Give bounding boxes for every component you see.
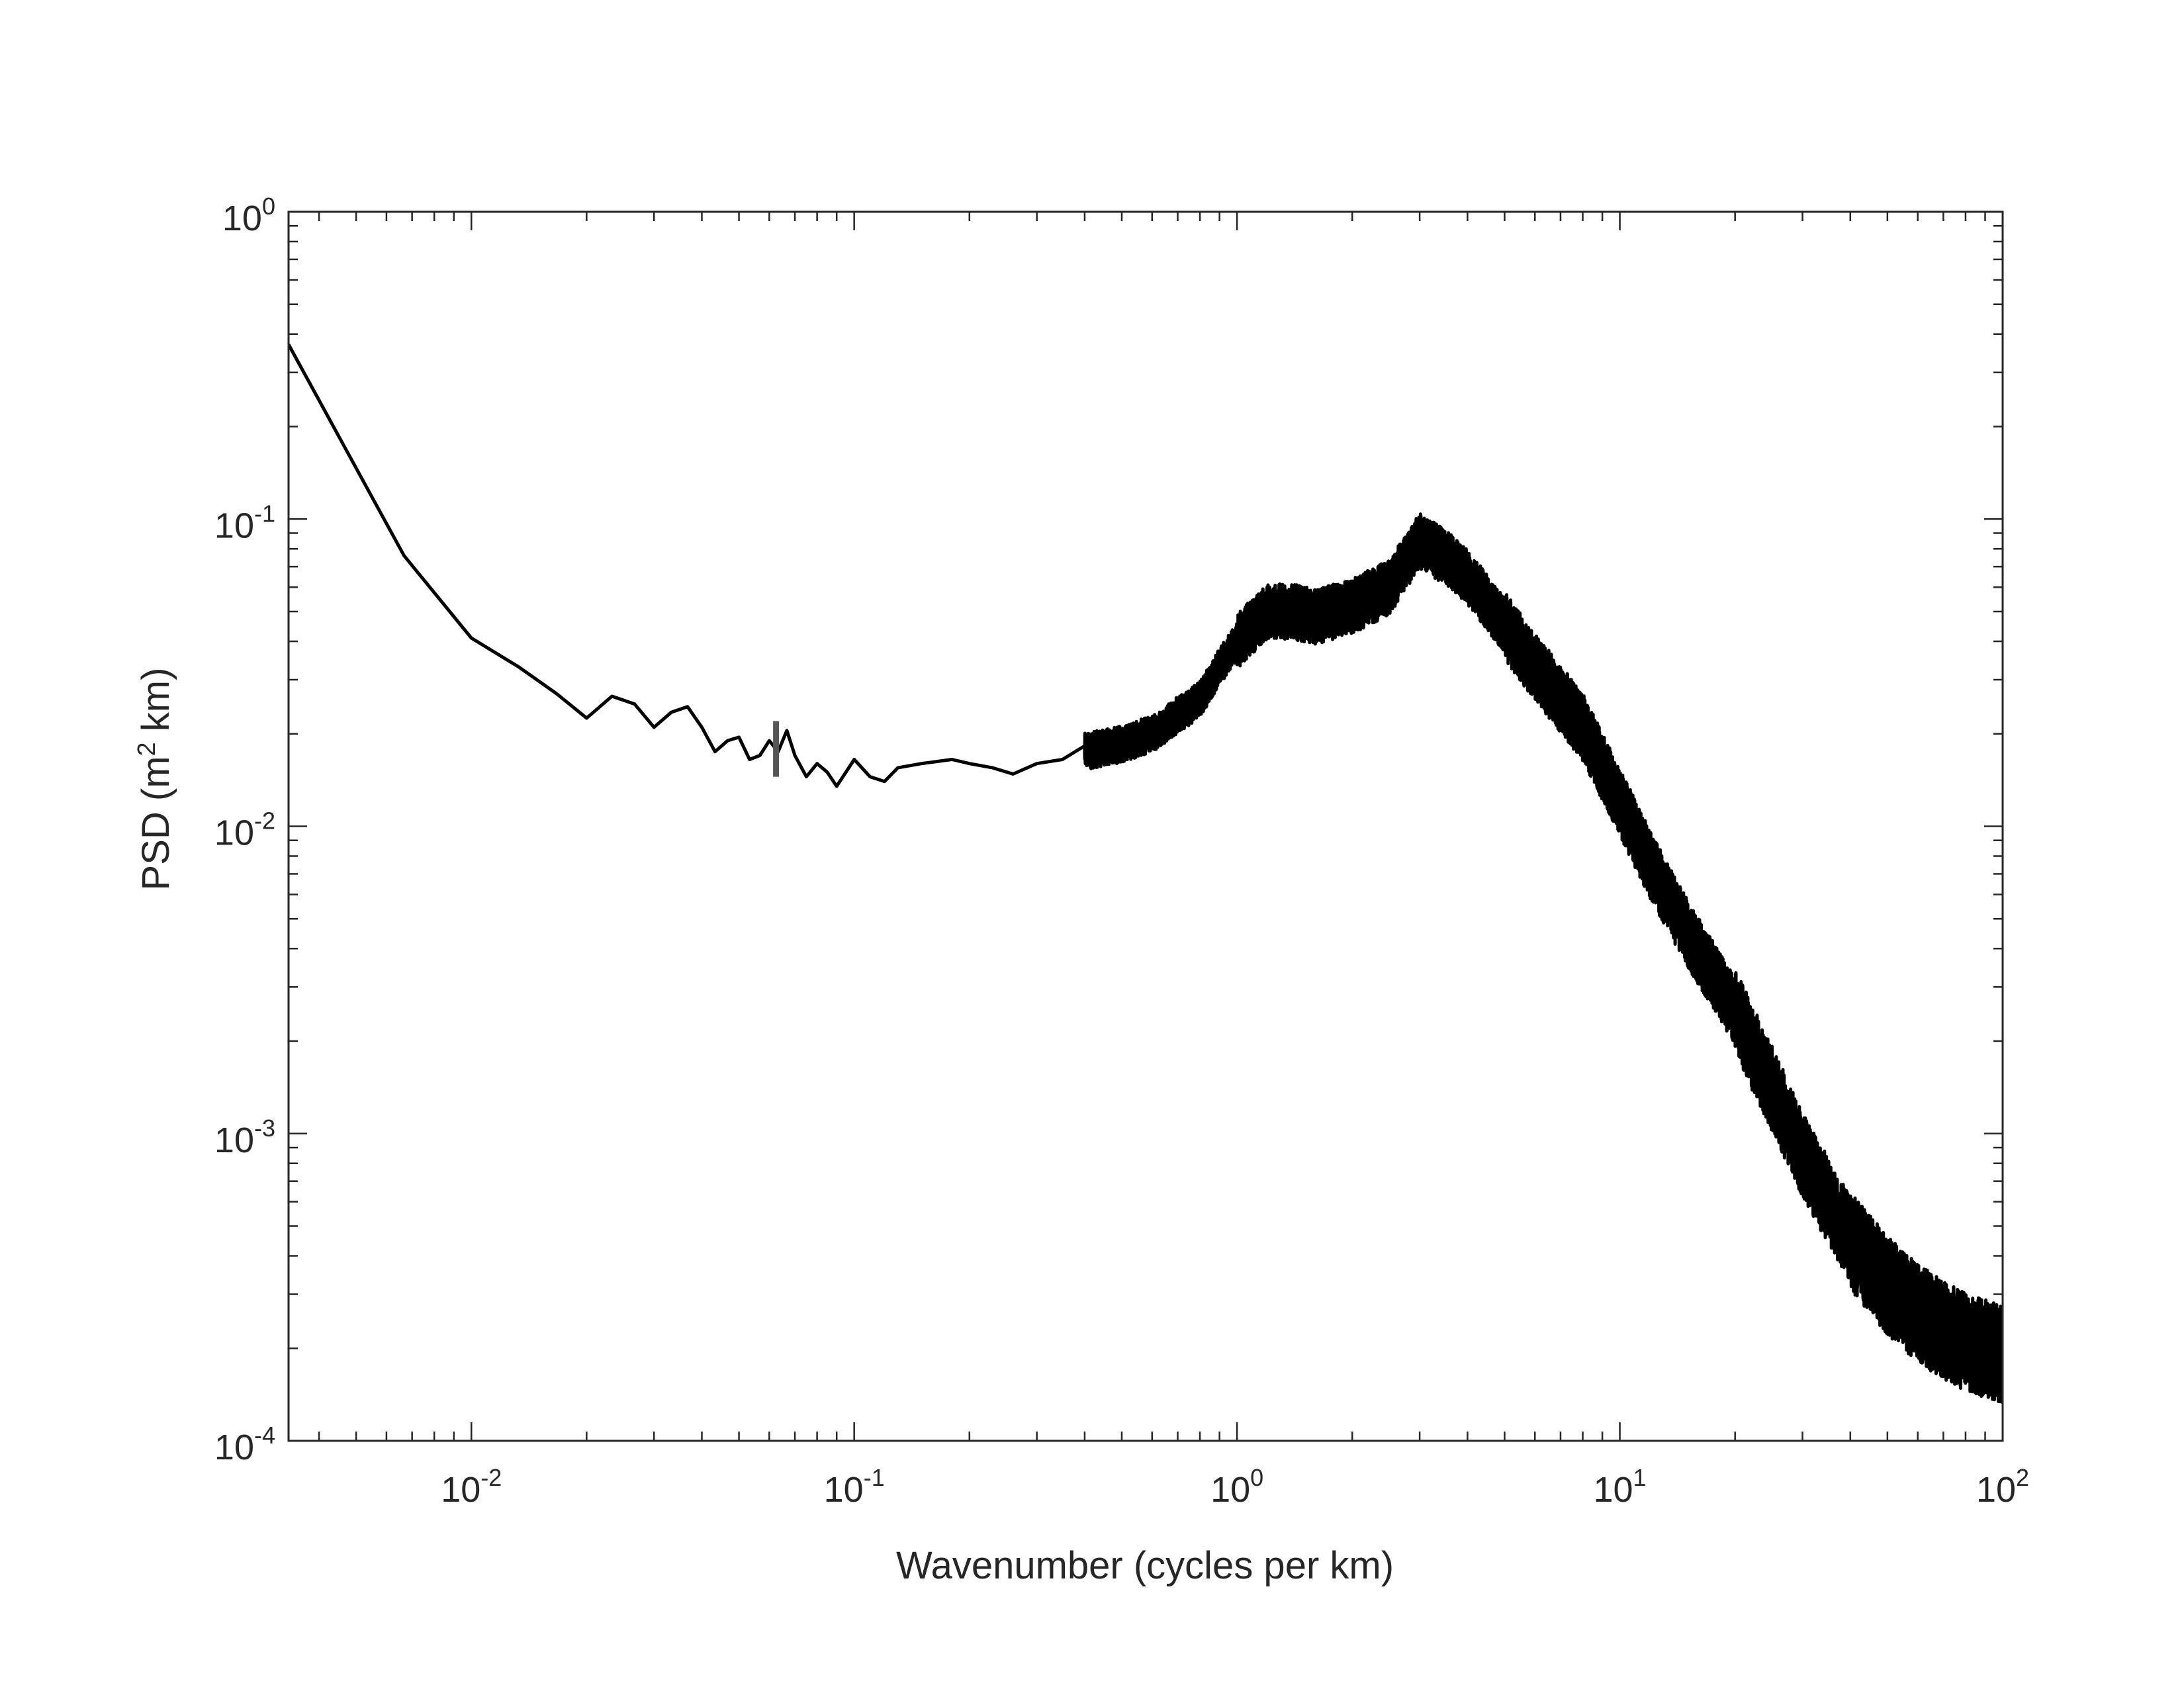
psd-series-line: [289, 343, 2003, 1404]
x-tick-label: 100: [1210, 1464, 1263, 1510]
y-axis-label-sup: 2: [133, 742, 161, 756]
y-axis-label-suffix: km): [134, 668, 177, 743]
y-tick-label: 10-3: [214, 1115, 275, 1160]
x-tick-label: 101: [1594, 1464, 1647, 1510]
x-tick-label: 10-2: [441, 1464, 502, 1510]
y-tick-label: 10-4: [214, 1422, 275, 1467]
series-layer: [289, 343, 2003, 1404]
x-tick-label: 10-1: [824, 1464, 885, 1510]
x-tick-label: 102: [1976, 1464, 2029, 1510]
y-axis-label-prefix: PSD (m: [134, 756, 177, 890]
y-axis-label: PSD (m2 km): [133, 668, 177, 891]
y-tick-label: 10-2: [214, 807, 275, 853]
axis-ticks: [289, 210, 2004, 1442]
y-tick-label: 10-1: [214, 500, 275, 545]
x-axis-label: Wavenumber (cycles per km): [896, 1544, 1394, 1587]
plot-frame: [287, 210, 2004, 1442]
tick-labels: 10-2 10-1 100 101 102 10-4 10-3 10-2 10-1 100: [214, 193, 2029, 1510]
y-tick-label: 100: [222, 193, 275, 238]
